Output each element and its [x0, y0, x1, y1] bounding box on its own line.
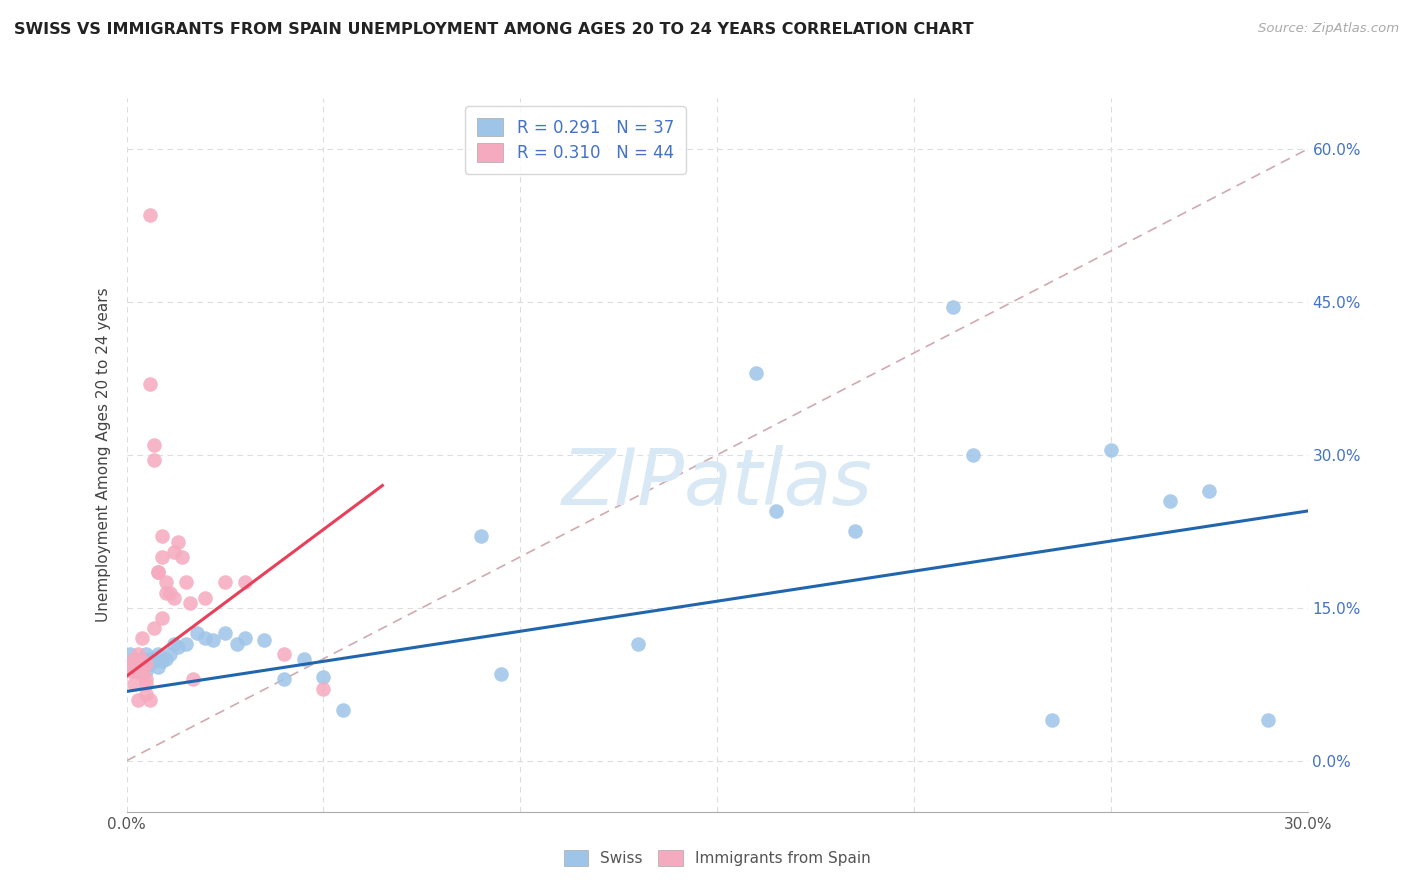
- Point: [150, 611, 173, 625]
- Point: [194, 632, 217, 646]
- Point: [1099, 442, 1122, 457]
- Point: [155, 585, 177, 599]
- Point: [202, 633, 225, 648]
- Point: [962, 448, 984, 462]
- Point: [214, 575, 236, 590]
- Point: [139, 652, 162, 666]
- Text: ZIPatlas: ZIPatlas: [561, 445, 873, 522]
- Point: [146, 565, 169, 579]
- Point: [127, 647, 149, 661]
- Point: [174, 575, 197, 590]
- Text: Source: ZipAtlas.com: Source: ZipAtlas.com: [1258, 22, 1399, 36]
- Point: [135, 672, 157, 686]
- Point: [150, 529, 173, 543]
- Point: [163, 545, 186, 559]
- Point: [135, 647, 157, 661]
- Point: [146, 647, 169, 661]
- Point: [124, 664, 146, 678]
- Point: [233, 575, 256, 590]
- Point: [146, 660, 169, 674]
- Legend: Swiss, Immigrants from Spain: Swiss, Immigrants from Spain: [554, 840, 880, 875]
- Point: [131, 652, 153, 666]
- Point: [131, 654, 153, 668]
- Point: [273, 672, 295, 686]
- Y-axis label: Unemployment Among Ages 20 to 24 years: Unemployment Among Ages 20 to 24 years: [96, 287, 111, 623]
- Point: [124, 657, 146, 671]
- Point: [143, 438, 166, 452]
- Point: [312, 682, 335, 697]
- Point: [124, 652, 146, 666]
- Point: [143, 453, 166, 467]
- Point: [150, 549, 173, 564]
- Point: [186, 626, 208, 640]
- Point: [163, 636, 186, 650]
- Point: [135, 657, 157, 671]
- Point: [1040, 713, 1063, 727]
- Point: [942, 300, 965, 314]
- Point: [179, 596, 201, 610]
- Point: [332, 703, 354, 717]
- Point: [233, 632, 256, 646]
- Point: [127, 662, 149, 676]
- Point: [225, 636, 247, 650]
- Point: [127, 657, 149, 671]
- Point: [170, 549, 193, 564]
- Point: [120, 647, 142, 661]
- Point: [131, 660, 153, 674]
- Point: [627, 636, 650, 650]
- Point: [166, 640, 188, 654]
- Point: [159, 585, 181, 599]
- Point: [139, 692, 162, 706]
- Point: [135, 688, 157, 702]
- Point: [765, 504, 787, 518]
- Point: [312, 670, 335, 684]
- Point: [183, 672, 205, 686]
- Point: [127, 664, 149, 678]
- Point: [155, 652, 177, 666]
- Point: [131, 632, 153, 646]
- Point: [150, 654, 173, 668]
- Point: [135, 657, 157, 671]
- Point: [194, 591, 217, 605]
- Point: [139, 208, 162, 222]
- Point: [115, 657, 138, 671]
- Point: [143, 654, 166, 668]
- Point: [489, 667, 512, 681]
- Point: [120, 657, 142, 671]
- Point: [1257, 713, 1279, 727]
- Point: [139, 376, 162, 391]
- Point: [127, 692, 149, 706]
- Point: [745, 367, 768, 381]
- Text: SWISS VS IMMIGRANTS FROM SPAIN UNEMPLOYMENT AMONG AGES 20 TO 24 YEARS CORRELATIO: SWISS VS IMMIGRANTS FROM SPAIN UNEMPLOYM…: [14, 22, 974, 37]
- Point: [155, 575, 177, 590]
- Point: [1159, 493, 1181, 508]
- Point: [127, 660, 149, 674]
- Point: [124, 677, 146, 691]
- Point: [214, 626, 236, 640]
- Point: [120, 664, 142, 678]
- Point: [844, 524, 866, 539]
- Point: [139, 657, 162, 671]
- Point: [163, 591, 186, 605]
- Point: [174, 636, 197, 650]
- Point: [131, 667, 153, 681]
- Point: [292, 652, 315, 666]
- Point: [1198, 483, 1220, 498]
- Point: [135, 664, 157, 678]
- Point: [146, 565, 169, 579]
- Point: [166, 534, 188, 549]
- Point: [143, 621, 166, 635]
- Point: [135, 677, 157, 691]
- Point: [131, 664, 153, 678]
- Point: [159, 647, 181, 661]
- Point: [470, 529, 492, 543]
- Point: [273, 647, 295, 661]
- Point: [253, 633, 276, 648]
